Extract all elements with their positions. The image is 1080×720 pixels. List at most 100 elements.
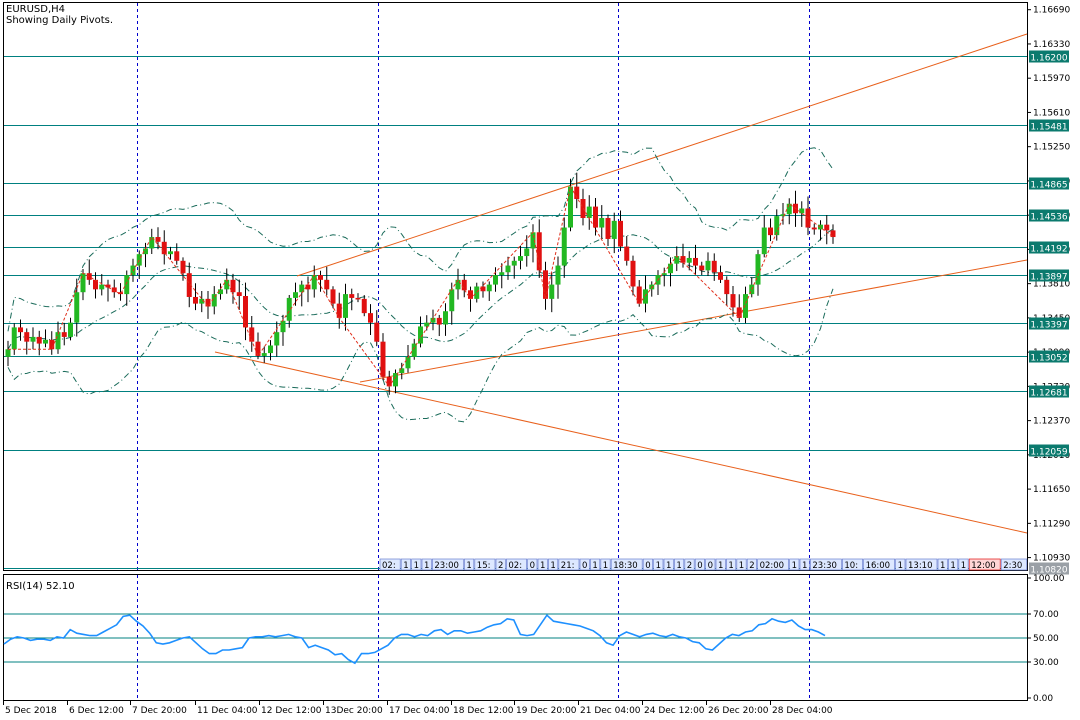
candle (11, 323, 17, 355)
candle-body (343, 294, 348, 318)
candle (155, 227, 161, 250)
time-axis-label: 26 Dec 20:00 (708, 706, 769, 716)
time-tag (810, 558, 842, 571)
time-tag-label: 1 (802, 561, 807, 571)
candle-body (399, 368, 405, 374)
candle-body (730, 294, 736, 308)
candle-body (786, 203, 792, 215)
time-tag (579, 558, 590, 571)
candle-body (693, 257, 698, 266)
candle (399, 362, 405, 380)
candle (461, 273, 467, 298)
time-tag (736, 558, 747, 571)
candle-body (549, 284, 555, 299)
pivot-level-tag-label: 1.12681 (1030, 389, 1067, 399)
candle (593, 198, 598, 236)
candle (68, 317, 73, 341)
pivot-level-tag (1029, 241, 1069, 254)
time-tag-label: 02:00 (760, 561, 785, 571)
candle-body (555, 265, 561, 285)
candle (774, 209, 780, 241)
candle-body (255, 341, 261, 356)
pivot-level-tag-label: 1.14865 (1030, 181, 1067, 191)
price-axis-label: 1.12370 (1033, 417, 1070, 427)
time-tag (715, 558, 726, 571)
price-axis: 1.16690 1.16330 1.15970 1.15610 1.15250 1.148… (1027, 6, 1070, 564)
indicator-note-label: Showing Daily Pivots. (6, 15, 114, 26)
candle-body (780, 214, 786, 217)
candle (111, 279, 117, 298)
pivot-level-tag (1029, 209, 1069, 222)
candle (36, 330, 42, 356)
candle-body (55, 332, 61, 350)
candle (168, 246, 173, 260)
candle-body (449, 289, 455, 312)
price-axis-label: 1.16330 (1033, 40, 1070, 50)
rsi-axis-label: 30.00 (1033, 658, 1059, 668)
candle-body (568, 186, 573, 228)
time-tag-label: 10: (844, 561, 858, 571)
candle-body (530, 232, 536, 249)
candle (549, 272, 555, 313)
time-axis-label: 11 Dec 04:00 (197, 706, 258, 716)
rsi-axis-label: 50.00 (1033, 634, 1059, 644)
candle (361, 295, 367, 317)
candle (605, 214, 611, 247)
candle-body (205, 298, 211, 307)
pivot-level-tag-label: 1.16200 (1030, 54, 1067, 64)
candle-body (718, 272, 723, 280)
candle-body (824, 224, 830, 231)
candle-body (249, 327, 255, 342)
candle (599, 205, 605, 239)
candle (74, 278, 80, 337)
channel-upper-trendline[interactable] (296, 33, 1028, 277)
candle (668, 257, 673, 287)
candle (499, 263, 505, 289)
time-tag (653, 558, 664, 571)
price-axis-label: 1.11650 (1033, 485, 1070, 495)
candle-body (230, 279, 236, 293)
time-tag-label: 2 (498, 561, 503, 571)
candle-body (149, 237, 155, 249)
pivot-level-tag-label: 1.10820 (1030, 566, 1067, 576)
pivot-level-tag-label: 1.13897 (1030, 273, 1067, 283)
pivot-level-tag-label: 1.14536 (1030, 213, 1067, 223)
candles-layer (5, 172, 836, 395)
time-axis-label: 5 Dec 2018 (5, 706, 57, 716)
channel-lower-trendline[interactable] (359, 259, 1028, 383)
pivot-level-tag (1029, 177, 1069, 190)
time-tag-label: 18:30 (613, 561, 638, 571)
candle (511, 256, 517, 279)
candle (355, 293, 361, 303)
candle (524, 235, 530, 267)
bollinger-bands (7, 147, 834, 423)
bollinger-lower-band (7, 288, 834, 423)
candle (18, 319, 23, 341)
time-tag (799, 558, 810, 571)
candle (505, 256, 511, 280)
time-axis-label: 17 Dec 04:00 (389, 706, 450, 716)
candle (436, 314, 442, 337)
candle-body (274, 332, 280, 346)
candle (686, 251, 692, 271)
candle-body (524, 248, 530, 257)
candle (149, 228, 155, 255)
candle-body (324, 279, 330, 290)
time-tag-label: 13:10 (908, 561, 933, 571)
candle (661, 267, 667, 287)
candle-body (755, 254, 761, 285)
time-tag (642, 558, 653, 571)
candle (643, 275, 648, 313)
candle (674, 246, 680, 272)
candle (86, 259, 92, 285)
time-tag-label: 1 (728, 561, 733, 571)
time-tag (1000, 558, 1028, 571)
time-tag-label: 1 (424, 561, 429, 571)
candle-body (711, 260, 717, 273)
time-tag (506, 558, 527, 571)
candle-body (486, 284, 492, 292)
candle (161, 230, 167, 265)
descending-trendline[interactable] (214, 351, 1028, 534)
candle-body (705, 260, 711, 271)
